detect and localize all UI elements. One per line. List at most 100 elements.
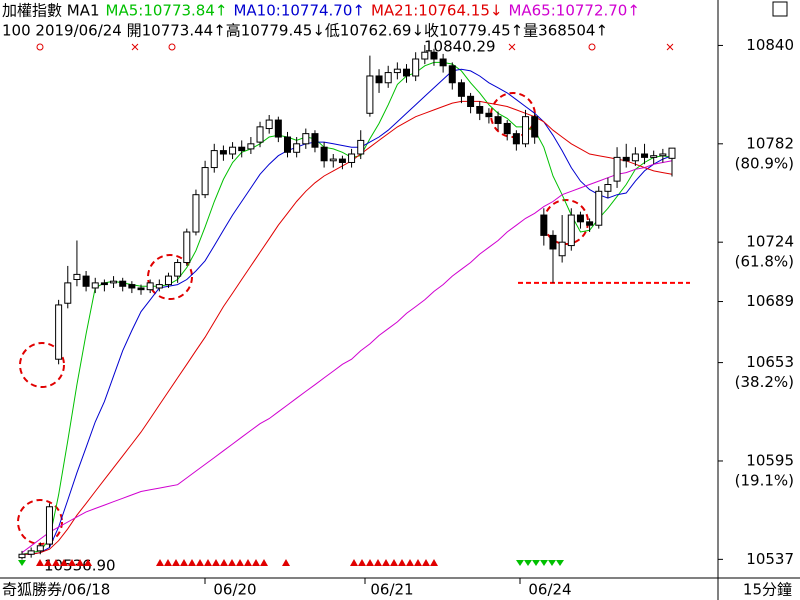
y-tick-label: 10595: [746, 451, 794, 469]
candle-body: [274, 119, 282, 138]
signal-o: [36, 43, 44, 51]
signal-triangle: [68, 559, 76, 566]
signal-triangle: [84, 559, 92, 566]
candle-body: [549, 234, 557, 250]
signal-triangle: [36, 559, 44, 566]
candle-body: [283, 136, 291, 153]
signal-o: [168, 43, 176, 51]
ratio-label: (61.8%): [735, 253, 794, 271]
candle-body: [64, 282, 72, 304]
candle-body: [229, 146, 237, 155]
candle-body: [421, 51, 429, 60]
candle-body: [448, 65, 456, 84]
ma-label: MA21:10764.15↓: [371, 2, 502, 20]
candle-body: [586, 221, 594, 226]
candle-body: [512, 133, 520, 145]
ratio-label: (19.1%): [735, 471, 794, 489]
candle-body: [393, 68, 401, 74]
signal-triangle: [156, 559, 164, 566]
candle-body: [247, 143, 255, 150]
candle-body: [18, 553, 26, 559]
y-tick-label: 10840: [746, 36, 794, 54]
candle-body: [485, 112, 493, 118]
candle-body: [155, 284, 163, 289]
signal-triangle: [406, 559, 414, 566]
y-tick-label: 10653: [746, 353, 794, 371]
signal-triangle: [260, 559, 268, 566]
signal-triangle: [430, 559, 438, 566]
candle-body: [558, 241, 566, 257]
candle-body: [164, 275, 172, 286]
candle-body: [348, 153, 356, 163]
candle-body: [576, 214, 584, 223]
signal-triangle: [188, 559, 196, 566]
signal-triangle: [204, 559, 212, 566]
signal-triangle: [60, 559, 68, 566]
candle-body: [467, 95, 475, 107]
candle-body: [265, 119, 273, 130]
signal-triangle: [398, 559, 406, 566]
candle-body: [604, 184, 612, 192]
signal-triangle: [366, 559, 374, 566]
signal-triangle: [374, 559, 382, 566]
candle-body: [622, 156, 630, 162]
signal-triangle: [76, 559, 84, 566]
signal-triangle: [252, 559, 260, 566]
candle-body: [55, 304, 63, 360]
interval-label: 15分鐘: [743, 581, 792, 599]
candle-body: [119, 280, 127, 287]
signal-x: [666, 43, 674, 51]
candle-body: [366, 75, 374, 114]
candle-body: [238, 146, 246, 152]
signal-triangle: [220, 559, 228, 566]
signal-triangle: [236, 559, 244, 566]
candle-body: [137, 287, 145, 291]
signal-o: [588, 43, 596, 51]
candle-body: [494, 116, 502, 124]
candle-body: [503, 122, 511, 135]
ma-line: [22, 100, 673, 555]
signal-triangle: [358, 559, 366, 566]
candle-body: [531, 116, 539, 138]
ratio-label: (80.9%): [735, 154, 794, 172]
x-axis-label: 奇狐勝券/06/18: [2, 581, 110, 599]
ma-label: MA5:10773.84↑: [106, 2, 228, 20]
signal-triangle: [532, 560, 540, 566]
signals: [18, 43, 674, 566]
candle-body: [91, 282, 99, 289]
signal-triangle: [44, 559, 52, 566]
signal-triangle: [414, 559, 422, 566]
candle-body: [128, 284, 136, 289]
signal-triangle: [524, 560, 532, 566]
candle-body: [567, 214, 575, 247]
checkbox[interactable]: [772, 1, 788, 17]
candle-body: [613, 156, 621, 182]
candle-body: [100, 282, 108, 286]
y-tick-label: 10537: [746, 550, 794, 568]
ma-line: [22, 68, 673, 555]
candle-body: [183, 231, 191, 264]
signal-x: [131, 43, 139, 51]
candle-body: [219, 150, 227, 155]
y-tick-label: 10782: [746, 134, 794, 152]
signal-triangle: [540, 560, 548, 566]
high-annotation: 10840.29: [424, 38, 496, 56]
ma-line: [21, 160, 673, 554]
candle-body: [439, 58, 447, 67]
signal-triangle: [164, 559, 172, 566]
candle-body: [457, 82, 465, 97]
candle-body: [650, 155, 658, 158]
candle-body: [631, 153, 639, 162]
candle-body: [338, 158, 346, 163]
x-axis-label: 06/21: [370, 581, 413, 599]
ratio-label: (38.2%): [735, 373, 794, 391]
signal-triangle: [196, 559, 204, 566]
candle-body: [27, 550, 35, 555]
candle-body: [110, 280, 118, 284]
candle-body: [256, 126, 264, 143]
candle-body: [201, 167, 209, 196]
candle-body: [45, 506, 53, 545]
candle-body: [412, 58, 420, 77]
x-axis-label: 06/24: [528, 581, 571, 599]
